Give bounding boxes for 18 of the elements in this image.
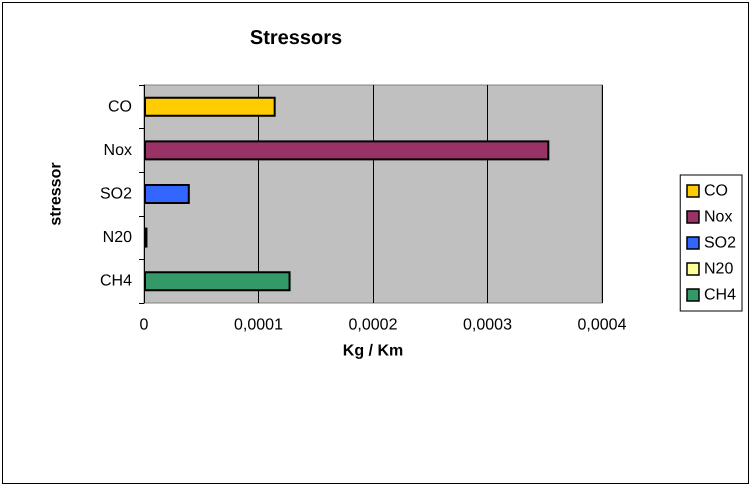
chart-title: Stressors bbox=[250, 27, 342, 49]
y-tick-label: CH4 bbox=[100, 272, 132, 290]
y-tick-label: SO2 bbox=[100, 186, 132, 202]
x-axis-title: Kg / Km bbox=[342, 342, 404, 360]
y-tick-label: Nox bbox=[104, 142, 132, 159]
legend-label: N20 bbox=[704, 260, 734, 278]
x-tick-label: 0 bbox=[140, 316, 149, 334]
y-axis-title: stressor bbox=[48, 162, 64, 226]
x-tick-label: 0,0001 bbox=[234, 316, 284, 334]
y-tick-label: CO bbox=[108, 98, 132, 116]
legend-label: CO bbox=[704, 182, 728, 200]
y-tick-label: N20 bbox=[102, 229, 132, 246]
legend-label: Nox bbox=[704, 208, 732, 226]
legend-label: CH4 bbox=[704, 286, 736, 304]
x-tick-label: 0,0003 bbox=[463, 316, 512, 334]
legend-label: SO2 bbox=[704, 234, 736, 252]
x-tick-label: 0,0004 bbox=[578, 316, 627, 334]
x-tick-label: 0,0002 bbox=[348, 316, 398, 334]
